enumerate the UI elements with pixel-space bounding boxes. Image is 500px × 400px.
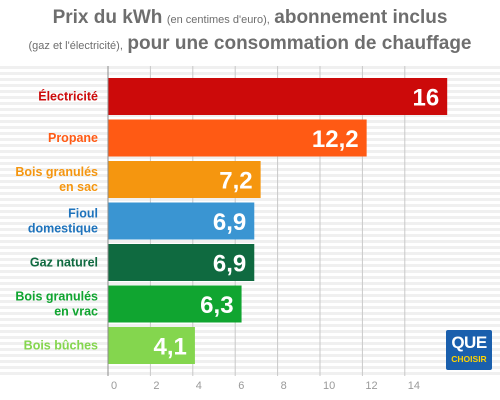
x-tick-label: 8: [281, 380, 287, 392]
background-stripe: [0, 324, 500, 327]
bar-value-label: 6,3: [200, 292, 233, 319]
logo-line1: QUE: [451, 333, 487, 352]
chart-title: Prix du kWh (en centimes d'euro), abonne…: [0, 6, 500, 58]
category-label: Bois granulés en vrac: [15, 290, 98, 319]
background-stripe: [0, 312, 500, 315]
category-label: Gaz naturel: [30, 256, 98, 270]
background-stripe: [0, 156, 500, 159]
x-tick-label: 14: [408, 380, 420, 392]
x-tick-label: 10: [323, 380, 335, 392]
category-label: Électricité: [38, 89, 98, 104]
category-label: Fioul domestique: [28, 207, 98, 236]
background-stripe: [0, 342, 500, 345]
background-stripe: [0, 360, 500, 363]
background-stripe: [0, 330, 500, 333]
title-consumption: pour une consommation de chauffage: [127, 33, 472, 54]
x-tick-label: 0: [111, 380, 117, 392]
category-label: Bois granulés en sac: [15, 165, 98, 194]
title-subscription: abonnement inclus: [274, 7, 448, 28]
background-stripe: [0, 240, 500, 243]
background-stripe: [0, 366, 500, 369]
background-stripe: [0, 282, 500, 285]
bar: [108, 202, 255, 240]
background-stripe: [0, 288, 500, 291]
background-stripe: [0, 318, 500, 321]
bar: [108, 285, 242, 323]
title-main: Prix du kWh: [52, 7, 163, 28]
bar-value-label: 6,9: [213, 251, 246, 278]
background-stripe: [0, 354, 500, 357]
logo-line2: CHOISIR: [451, 354, 487, 364]
x-tick-label: 12: [365, 380, 377, 392]
bar: [108, 327, 195, 364]
title-note: (en centimes d'euro),: [166, 14, 270, 26]
x-tick-label: 4: [196, 380, 202, 392]
que-choisir-logo: QUE CHOISIR: [446, 330, 492, 370]
bar-value-label: 7,2: [219, 168, 252, 195]
bar: [108, 161, 261, 198]
bar: [108, 244, 255, 281]
background-stripe: [0, 372, 500, 375]
background-stripe: [0, 306, 500, 309]
background-stripe: [0, 72, 500, 75]
background-stripe: [0, 348, 500, 351]
x-tick-label: 2: [153, 380, 159, 392]
bar: [108, 78, 448, 115]
title-note-gas: (gaz et l'électricité),: [28, 40, 123, 52]
background-stripe: [0, 198, 500, 201]
bar: [108, 119, 367, 157]
background-stripe: [0, 336, 500, 339]
x-tick-label: 6: [238, 380, 244, 392]
bar-value-label: 6,9: [213, 209, 246, 236]
bar-value-label: 16: [412, 85, 439, 112]
background-stripe: [0, 66, 500, 69]
category-label: Propane: [48, 131, 98, 145]
background-stripe: [0, 294, 500, 297]
bar-value-label: 4,1: [154, 334, 187, 361]
background-stripe: [0, 114, 500, 117]
category-label: Bois bûches: [24, 339, 98, 353]
background-stripe: [0, 300, 500, 303]
bar-value-label: 12,2: [312, 126, 359, 153]
